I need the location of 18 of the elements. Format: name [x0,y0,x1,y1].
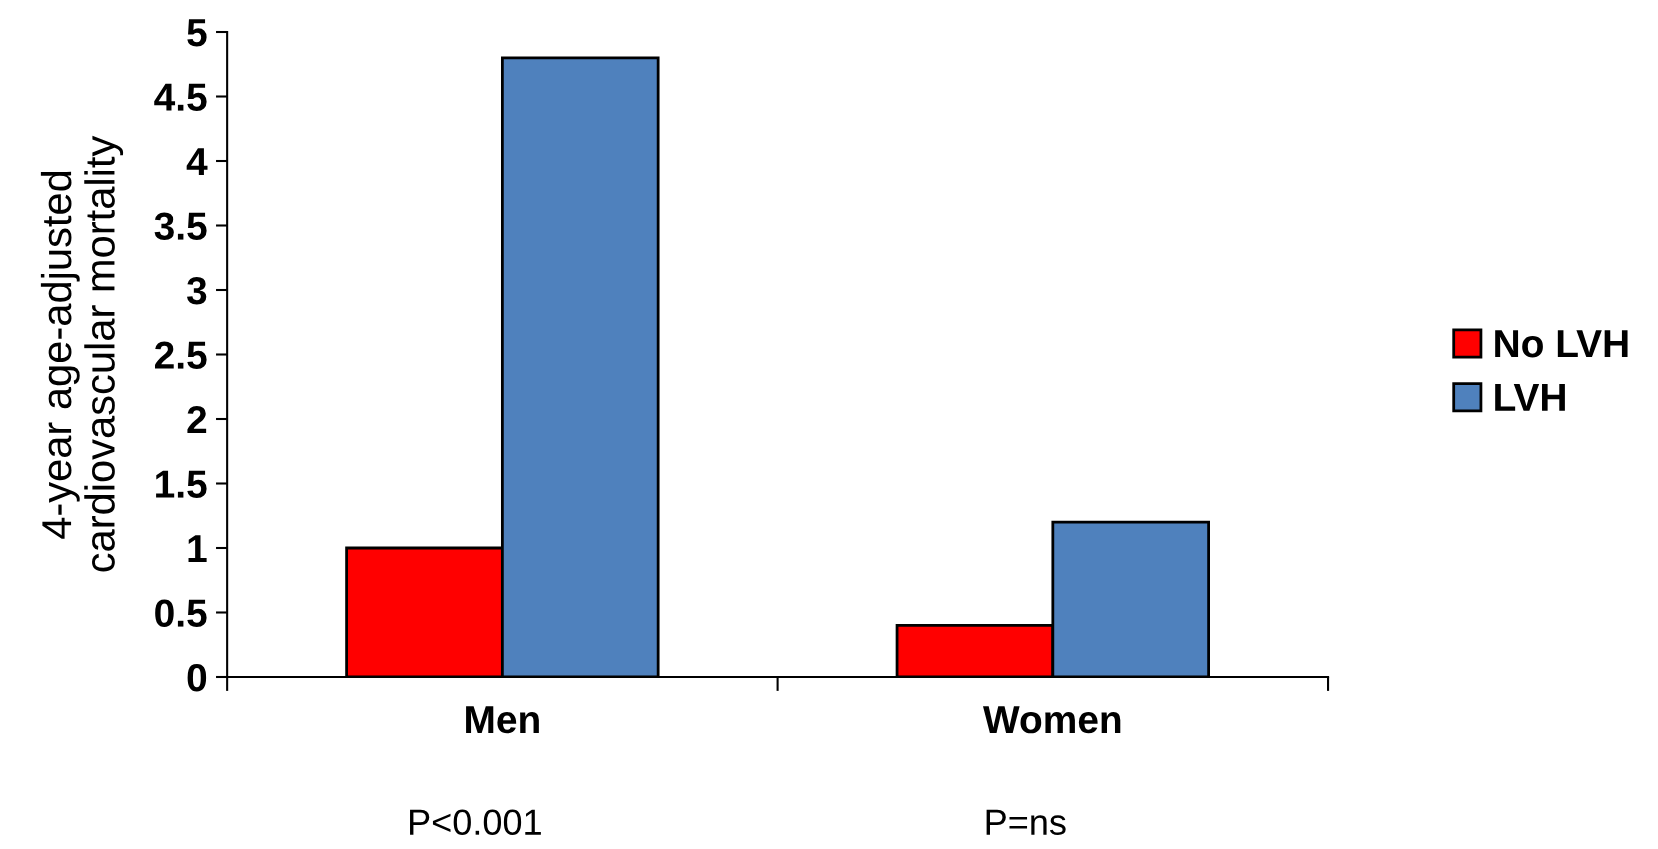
text: P=ns [986,809,1066,836]
y-tick-label: 3 [186,276,207,305]
y-tick-label: 3.5 [154,212,207,241]
y-tick-label: 2.5 [154,341,207,369]
y-tick-label: 1 [188,535,207,563]
x-tick-label: Women [983,706,1121,734]
y-tick-label: 0 [187,663,207,692]
y-tick-label: 4 [186,148,208,176]
y-tick-label: 1.5 [156,470,207,498]
x-tick-label: Men [466,706,539,734]
legend-label: LVH [1495,384,1565,411]
y-tick-label: 4.5 [154,83,207,111]
y-tick-label: 0.5 [155,599,207,627]
y-tick-label: 2 [187,405,207,434]
y-tick-label: 5 [187,19,207,47]
text: P<0.001 [410,809,541,836]
y-axis-title: 4-year age-adjusted cardiovascular mortality [40,135,124,572]
legend-label: No LVH [1495,330,1628,358]
